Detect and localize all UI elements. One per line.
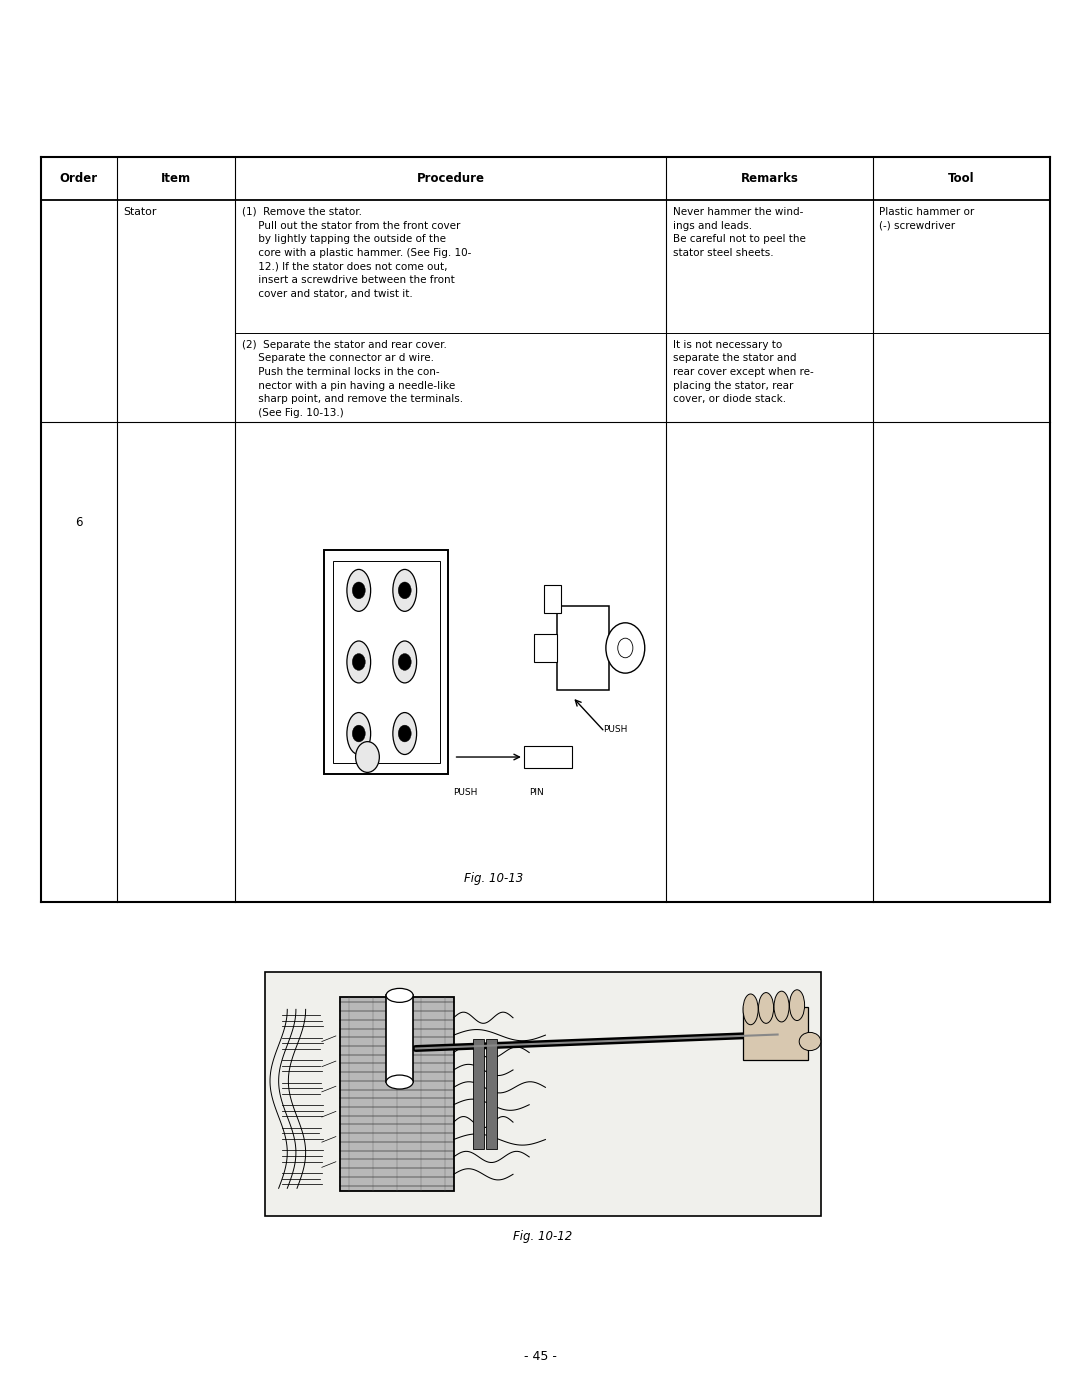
Bar — [534, 635, 557, 663]
Ellipse shape — [387, 1075, 414, 1089]
Bar — [473, 1039, 484, 1149]
Bar — [265, 972, 821, 1216]
Text: (2)  Separate the stator and rear cover.
     Separate the connector ar d wire.
: (2) Separate the stator and rear cover. … — [242, 340, 463, 418]
Circle shape — [399, 582, 411, 598]
Text: It is not necessary to
separate the stator and
rear cover except when re-
placin: It is not necessary to separate the stat… — [673, 340, 813, 404]
Bar — [333, 561, 440, 763]
Text: Order: Order — [59, 172, 98, 185]
Circle shape — [352, 582, 365, 598]
Ellipse shape — [393, 713, 417, 755]
Text: Item: Item — [161, 172, 191, 185]
Circle shape — [352, 654, 365, 671]
Ellipse shape — [347, 640, 370, 684]
Ellipse shape — [758, 993, 773, 1023]
Circle shape — [352, 726, 365, 742]
Circle shape — [399, 726, 411, 742]
Circle shape — [606, 624, 645, 674]
Bar — [387, 995, 413, 1082]
Text: PUSH: PUSH — [603, 724, 627, 734]
Ellipse shape — [393, 640, 417, 684]
Text: Never hammer the wind-
ings and leads.
Be careful not to peel the
stator steel s: Never hammer the wind- ings and leads. B… — [673, 207, 806, 257]
Ellipse shape — [347, 569, 370, 611]
Bar — [324, 551, 448, 774]
Text: 6: 6 — [76, 516, 82, 530]
Text: Tool: Tool — [948, 172, 974, 185]
Ellipse shape — [789, 990, 805, 1021]
Bar — [486, 1039, 497, 1149]
Bar — [340, 997, 454, 1191]
Text: Stator: Stator — [123, 207, 157, 217]
Ellipse shape — [387, 988, 414, 1002]
Text: Fig. 10-13: Fig. 10-13 — [464, 872, 524, 885]
Text: Fig. 10-12: Fig. 10-12 — [513, 1230, 572, 1243]
Ellipse shape — [743, 994, 758, 1025]
Ellipse shape — [774, 991, 789, 1022]
Bar — [557, 607, 609, 691]
Ellipse shape — [347, 713, 370, 755]
Ellipse shape — [799, 1032, 821, 1051]
Text: Remarks: Remarks — [741, 172, 798, 185]
Text: PIN: PIN — [529, 788, 544, 797]
Text: Plastic hammer or
(-) screwdriver: Plastic hammer or (-) screwdriver — [879, 207, 974, 231]
Text: PUSH: PUSH — [454, 788, 478, 797]
Bar — [743, 1007, 808, 1060]
Text: - 45 -: - 45 - — [524, 1349, 556, 1363]
Ellipse shape — [355, 741, 379, 772]
Bar — [544, 584, 561, 612]
Ellipse shape — [393, 569, 417, 611]
Circle shape — [399, 654, 411, 671]
Bar — [524, 747, 572, 769]
Text: (1)  Remove the stator.
     Pull out the stator from the front cover
     by li: (1) Remove the stator. Pull out the stat… — [242, 207, 471, 299]
Text: Procedure: Procedure — [417, 172, 485, 185]
